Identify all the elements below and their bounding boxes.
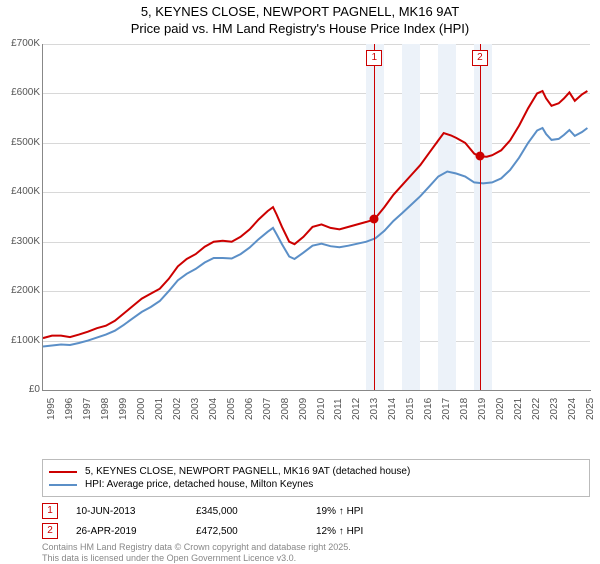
plot-area: 12 bbox=[42, 44, 591, 391]
x-tick-label: 1995 bbox=[46, 398, 54, 420]
x-tick-label: 2005 bbox=[226, 398, 234, 420]
x-tick-label: 2015 bbox=[405, 398, 413, 420]
x-tick-label: 2022 bbox=[531, 398, 539, 420]
x-tick-label: 1998 bbox=[100, 398, 108, 420]
x-tick-label: 2003 bbox=[190, 398, 198, 420]
x-tick-label: 2019 bbox=[477, 398, 485, 420]
y-tick-label: £400K bbox=[0, 186, 40, 197]
marker-dot bbox=[475, 152, 484, 161]
event-date-1: 10-JUN-2013 bbox=[76, 506, 196, 517]
x-tick-label: 2004 bbox=[208, 398, 216, 420]
x-tick-label: 1997 bbox=[82, 398, 90, 420]
line-series bbox=[43, 44, 591, 390]
x-tick-label: 2007 bbox=[262, 398, 270, 420]
x-tick-label: 2014 bbox=[387, 398, 395, 420]
x-tick-label: 2024 bbox=[567, 398, 575, 420]
y-tick-label: £300K bbox=[0, 236, 40, 247]
x-tick-label: 2017 bbox=[441, 398, 449, 420]
marker-line bbox=[480, 44, 481, 390]
event-table: 1 10-JUN-2013 £345,000 19% ↑ HPI 2 26-AP… bbox=[42, 499, 436, 543]
legend-row-series1: 5, KEYNES CLOSE, NEWPORT PAGNELL, MK16 9… bbox=[49, 466, 583, 477]
x-tick-label: 2021 bbox=[513, 398, 521, 420]
title-line2: Price paid vs. HM Land Registry's House … bbox=[131, 21, 469, 36]
chart-area: £0£100K£200K£300K£400K£500K£600K£700K 12… bbox=[0, 44, 600, 424]
title-line1: 5, KEYNES CLOSE, NEWPORT PAGNELL, MK16 9… bbox=[141, 4, 459, 19]
y-tick-label: £0 bbox=[0, 384, 40, 395]
x-tick-label: 2009 bbox=[298, 398, 306, 420]
x-tick-label: 2013 bbox=[369, 398, 377, 420]
x-tick-label: 2001 bbox=[154, 398, 162, 420]
x-tick-label: 2002 bbox=[172, 398, 180, 420]
event-row: 2 26-APR-2019 £472,500 12% ↑ HPI bbox=[42, 523, 436, 539]
marker-dot bbox=[370, 215, 379, 224]
y-tick-label: £500K bbox=[0, 137, 40, 148]
footer-line1: Contains HM Land Registry data © Crown c… bbox=[42, 542, 351, 552]
event-delta-1: 19% ↑ HPI bbox=[316, 506, 436, 517]
x-tick-label: 2006 bbox=[244, 398, 252, 420]
x-tick-label: 2025 bbox=[585, 398, 593, 420]
chart-title: 5, KEYNES CLOSE, NEWPORT PAGNELL, MK16 9… bbox=[0, 4, 600, 38]
y-tick-label: £600K bbox=[0, 87, 40, 98]
series-line bbox=[43, 91, 587, 338]
legend-label-series2: HPI: Average price, detached house, Milt… bbox=[85, 479, 313, 490]
attribution-footer: Contains HM Land Registry data © Crown c… bbox=[42, 542, 351, 564]
y-tick-label: £700K bbox=[0, 38, 40, 49]
x-tick-label: 2010 bbox=[316, 398, 324, 420]
legend-swatch-series1 bbox=[49, 471, 77, 473]
x-tick-label: 2020 bbox=[495, 398, 503, 420]
x-tick-label: 2018 bbox=[459, 398, 467, 420]
legend-row-series2: HPI: Average price, detached house, Milt… bbox=[49, 479, 583, 490]
y-tick-label: £100K bbox=[0, 335, 40, 346]
marker-badge: 2 bbox=[472, 50, 488, 66]
x-tick-label: 2016 bbox=[423, 398, 431, 420]
legend-label-series1: 5, KEYNES CLOSE, NEWPORT PAGNELL, MK16 9… bbox=[85, 466, 410, 477]
marker-badge: 1 bbox=[366, 50, 382, 66]
x-tick-label: 2008 bbox=[280, 398, 288, 420]
event-delta-2: 12% ↑ HPI bbox=[316, 526, 436, 537]
x-tick-label: 1999 bbox=[118, 398, 126, 420]
event-price-1: £345,000 bbox=[196, 506, 316, 517]
event-price-2: £472,500 bbox=[196, 526, 316, 537]
x-tick-label: 2012 bbox=[351, 398, 359, 420]
event-badge-2: 2 bbox=[42, 523, 58, 539]
x-tick-label: 2000 bbox=[136, 398, 144, 420]
event-row: 1 10-JUN-2013 £345,000 19% ↑ HPI bbox=[42, 503, 436, 519]
chart-container: 5, KEYNES CLOSE, NEWPORT PAGNELL, MK16 9… bbox=[0, 4, 600, 564]
footer-line2: This data is licensed under the Open Gov… bbox=[42, 553, 296, 563]
y-tick-label: £200K bbox=[0, 285, 40, 296]
event-date-2: 26-APR-2019 bbox=[76, 526, 196, 537]
legend: 5, KEYNES CLOSE, NEWPORT PAGNELL, MK16 9… bbox=[42, 459, 590, 497]
x-tick-label: 1996 bbox=[64, 398, 72, 420]
event-badge-1: 1 bbox=[42, 503, 58, 519]
x-tick-label: 2023 bbox=[549, 398, 557, 420]
x-tick-label: 2011 bbox=[333, 398, 341, 420]
legend-swatch-series2 bbox=[49, 484, 77, 486]
